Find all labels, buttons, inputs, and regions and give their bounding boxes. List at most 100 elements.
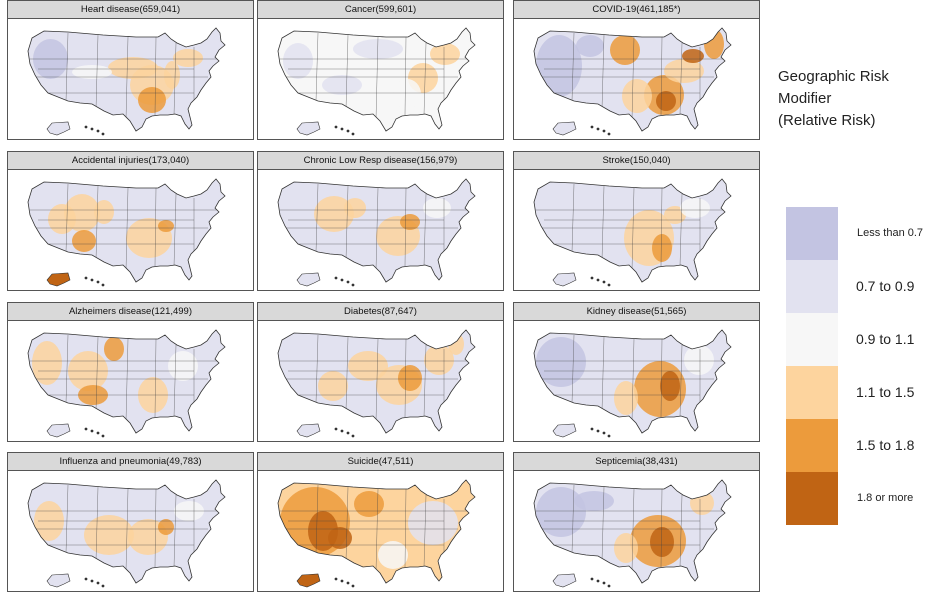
risk-region	[400, 214, 420, 230]
panel-title: Cancer(599,601)	[258, 1, 503, 19]
hawaii-island	[590, 276, 594, 280]
alaska	[552, 573, 577, 588]
hawaii-island	[602, 129, 606, 133]
risk-region	[158, 220, 174, 232]
risk-region	[72, 65, 112, 79]
map-panel: Influenza and pneumonia(49,783)	[7, 452, 254, 592]
hawaii-island	[90, 127, 94, 131]
alaska	[552, 423, 577, 438]
risk-region	[158, 519, 174, 535]
alaska	[46, 423, 71, 438]
panel-title: Septicemia(38,431)	[514, 453, 759, 471]
legend-swatch	[786, 207, 838, 260]
alaska	[296, 423, 321, 438]
us-map	[277, 27, 476, 136]
risk-region	[536, 35, 582, 97]
hawaii-island	[351, 584, 355, 588]
state-borders	[280, 183, 468, 271]
hawaii-island	[101, 283, 105, 287]
us-map	[277, 329, 476, 438]
hawaii-island	[590, 125, 594, 129]
hawaii-island	[346, 129, 350, 133]
alaska	[46, 573, 71, 588]
panel-title: Diabetes(87,647)	[258, 303, 503, 321]
alaska	[46, 272, 71, 287]
map-panel: Alzheimers disease(121,499)	[7, 302, 254, 442]
risk-region	[348, 351, 388, 381]
risk-region	[393, 79, 421, 109]
legend-label: 0.9 to 1.1	[856, 331, 915, 347]
risk-region	[614, 381, 638, 415]
hawaii-island	[346, 280, 350, 284]
risk-region	[690, 491, 714, 515]
alaska	[552, 121, 577, 136]
country-outline	[277, 178, 476, 283]
risk-region	[48, 204, 76, 234]
legend-label: Less than 0.7	[857, 227, 924, 239]
hawaii-island	[334, 427, 338, 431]
risk-region	[408, 501, 458, 545]
risk-region	[614, 533, 638, 563]
hawaii-island	[96, 431, 100, 435]
legend-title-line: Modifier	[778, 90, 832, 107]
risk-region	[576, 35, 604, 57]
hawaii-island	[101, 584, 105, 588]
risk-region	[32, 341, 62, 385]
risk-region	[682, 49, 704, 63]
map-panel: COVID-19(461,185*)	[513, 0, 760, 140]
hawaii-island	[340, 278, 344, 282]
hawaii-island	[602, 280, 606, 284]
us-map	[533, 329, 732, 438]
hawaii-island	[340, 127, 344, 131]
map-panel: Kidney disease(51,565)	[513, 302, 760, 442]
hawaii-island	[602, 431, 606, 435]
risk-region	[660, 371, 680, 401]
risk-region	[656, 91, 676, 111]
legend-label: 1.5 to 1.8	[856, 437, 915, 453]
map-panel: Accidental injuries(173,040)	[7, 151, 254, 291]
alaska	[296, 121, 321, 136]
legend-item: Less than 0.7	[786, 207, 930, 260]
hawaii-island	[596, 429, 600, 433]
hawaii-island	[90, 579, 94, 583]
legend-swatch	[786, 472, 838, 525]
legend-label: 1.1 to 1.5	[856, 384, 915, 400]
risk-region	[168, 351, 198, 381]
hawaii-island	[96, 129, 100, 133]
hawaii-island	[596, 127, 600, 131]
panel-title: Influenza and pneumonia(49,783)	[8, 453, 253, 471]
panel-title: Kidney disease(51,565)	[514, 303, 759, 321]
us-map	[533, 479, 732, 588]
risk-region	[610, 35, 640, 65]
risk-region	[128, 519, 168, 555]
legend-swatch	[786, 260, 838, 313]
risk-region	[424, 345, 454, 375]
hawaii-island	[351, 283, 355, 287]
hawaii-island	[351, 434, 355, 438]
us-map	[27, 479, 226, 588]
hawaii-island	[590, 577, 594, 581]
hawaii-island	[340, 579, 344, 583]
risk-region	[344, 198, 366, 218]
hawaii-island	[84, 427, 88, 431]
risk-region	[164, 61, 180, 89]
us-map	[27, 178, 226, 287]
legend-swatch	[786, 366, 838, 419]
legend-item: 1.1 to 1.5	[786, 366, 930, 419]
risk-region	[684, 345, 714, 375]
hawaii-island	[101, 132, 105, 136]
risk-region	[318, 371, 348, 401]
country-outline	[533, 329, 732, 434]
risk-region	[328, 527, 352, 549]
hawaii-island	[351, 132, 355, 136]
risk-region	[322, 75, 362, 95]
hawaii-island	[90, 429, 94, 433]
hawaii-island	[96, 280, 100, 284]
hawaii-island	[590, 427, 594, 431]
hawaii-island	[101, 434, 105, 438]
country-outline	[533, 27, 732, 132]
panel-title: Chronic Low Resp disease(156,979)	[258, 152, 503, 170]
panel-title: Heart disease(659,041)	[8, 1, 253, 19]
risk-region	[574, 491, 614, 511]
state-borders	[536, 183, 724, 271]
